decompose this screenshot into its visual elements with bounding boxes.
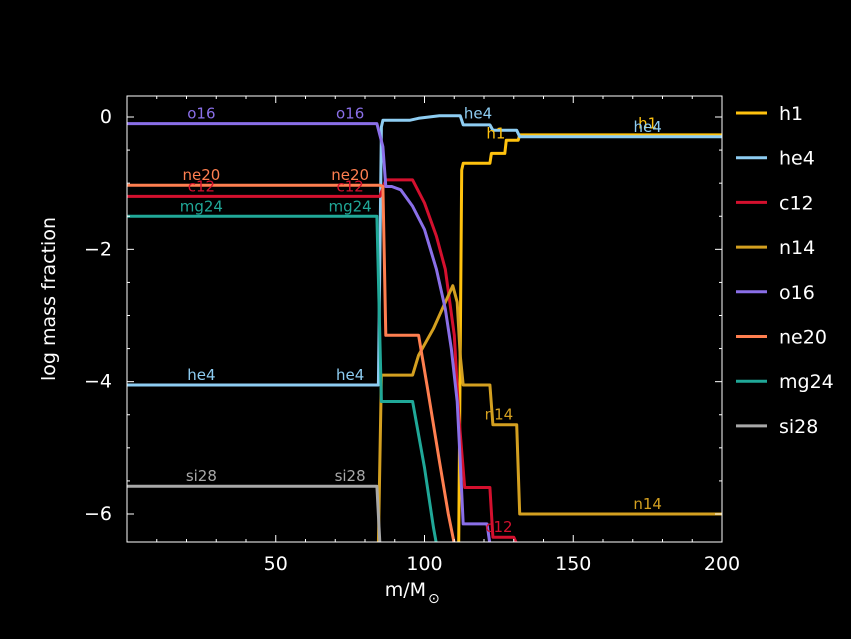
annotation-label-o16: o16: [187, 105, 215, 123]
annotation-label-ne20: ne20: [331, 166, 369, 184]
annotation-label-c12: c12: [188, 177, 215, 195]
series-line-n14: [376, 284, 722, 542]
x-axis-label-subscript: ⊙: [428, 591, 440, 607]
series-line-o16: [127, 122, 492, 542]
legend-label-o16: o16: [779, 282, 815, 304]
annotation-label-n14: n14: [485, 406, 514, 424]
x-tick-label: 150: [555, 553, 591, 575]
annotation-label-c12: c12: [336, 177, 363, 195]
legend-label-he4: he4: [779, 148, 815, 170]
annotation-label-h1: h1: [486, 124, 505, 142]
series-line-ne20: [127, 183, 456, 542]
y-tick-label: −4: [84, 371, 112, 393]
series-line-c12: [127, 178, 518, 542]
y-tick-label: −6: [84, 503, 112, 525]
x-axis-label-text: m/M: [385, 579, 426, 601]
series-line-h1: [457, 133, 722, 542]
legend-label-c12: c12: [779, 192, 814, 214]
series-line-si28: [127, 484, 382, 542]
x-axis-label: m/M ⊙: [385, 579, 440, 607]
annotation-label-o16: o16: [336, 105, 364, 123]
series-lines: [127, 114, 722, 542]
annotation-label-si28: si28: [186, 467, 217, 485]
annotation-label-ne20: ne20: [182, 166, 220, 184]
y-tick-label: 0: [100, 106, 112, 128]
annotation-label-he4: he4: [633, 118, 661, 136]
y-axis-label: log mass fraction: [38, 217, 60, 381]
annotation-label-mg24: mg24: [180, 197, 223, 215]
x-tick-label: 100: [406, 553, 442, 575]
axis-ticks: 50 100 150 200 0 −2 −4 −6: [84, 96, 740, 575]
annotation-label-mg24: mg24: [329, 197, 372, 215]
annotation-label-he4: he4: [336, 366, 364, 384]
y-tick-label: −2: [84, 238, 112, 260]
annotation-label-he4: he4: [464, 105, 492, 123]
annotation-label-he4: he4: [187, 366, 215, 384]
legend-label-h1: h1: [779, 103, 803, 125]
legend: h1 he4 c12 n14 o16 ne20 mg24 si28: [736, 103, 834, 438]
legend-label-mg24: mg24: [779, 371, 834, 393]
legend-label-ne20: ne20: [779, 327, 827, 349]
annotation-label-c12: c12: [485, 518, 512, 536]
series-line-he4: [127, 114, 722, 387]
legend-label-si28: si28: [779, 416, 818, 438]
annotation-label-n14: n14: [633, 495, 662, 513]
x-tick-label: 200: [704, 553, 740, 575]
legend-label-n14: n14: [779, 237, 815, 259]
x-tick-label: 50: [264, 553, 288, 575]
annotation-label-si28: si28: [335, 467, 366, 485]
series-line-mg24: [127, 214, 438, 542]
annotation-label-h1: h1: [638, 115, 657, 133]
